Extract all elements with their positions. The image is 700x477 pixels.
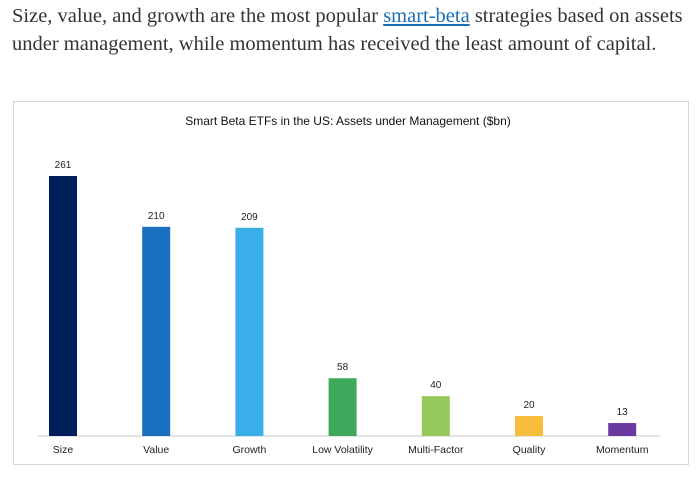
category-label-multi-factor: Multi-Factor bbox=[408, 444, 464, 456]
value-label-value: 210 bbox=[148, 211, 165, 222]
category-label-value: Value bbox=[143, 444, 169, 456]
value-label-size: 261 bbox=[55, 160, 72, 171]
category-label-quality: Quality bbox=[513, 444, 546, 456]
value-label-quality: 20 bbox=[523, 400, 535, 411]
value-label-multi-factor: 40 bbox=[430, 380, 442, 391]
intro-paragraph: Size, value, and growth are the most pop… bbox=[12, 2, 692, 58]
bar-value bbox=[142, 226, 171, 436]
value-label-growth: 209 bbox=[241, 212, 258, 223]
value-label-momentum: 13 bbox=[617, 407, 629, 418]
bar-growth bbox=[235, 227, 264, 436]
intro-text-end: strategies based on assets under managem… bbox=[12, 5, 683, 55]
bars-group: 261 Size 210 Value 209 Growth 58 Low Volatility… bbox=[49, 160, 649, 456]
bar-size bbox=[49, 176, 77, 436]
value-label-low-volatility: 58 bbox=[337, 362, 349, 373]
bar-momentum bbox=[608, 423, 637, 436]
chart-title: Smart Beta ETFs in the US: Assets under … bbox=[185, 114, 510, 128]
bar-low-volatility bbox=[328, 378, 357, 436]
category-label-size: Size bbox=[53, 444, 74, 456]
category-label-momentum: Momentum bbox=[596, 444, 649, 456]
category-label-low-volatility: Low Volatility bbox=[312, 444, 373, 456]
category-label-growth: Growth bbox=[232, 444, 266, 456]
intro-text-start: Size, value, and growth are the most pop… bbox=[12, 5, 384, 27]
bar-multi-factor bbox=[421, 396, 450, 436]
bar-quality bbox=[515, 416, 543, 436]
smart-beta-link[interactable]: smart-beta bbox=[383, 5, 470, 27]
